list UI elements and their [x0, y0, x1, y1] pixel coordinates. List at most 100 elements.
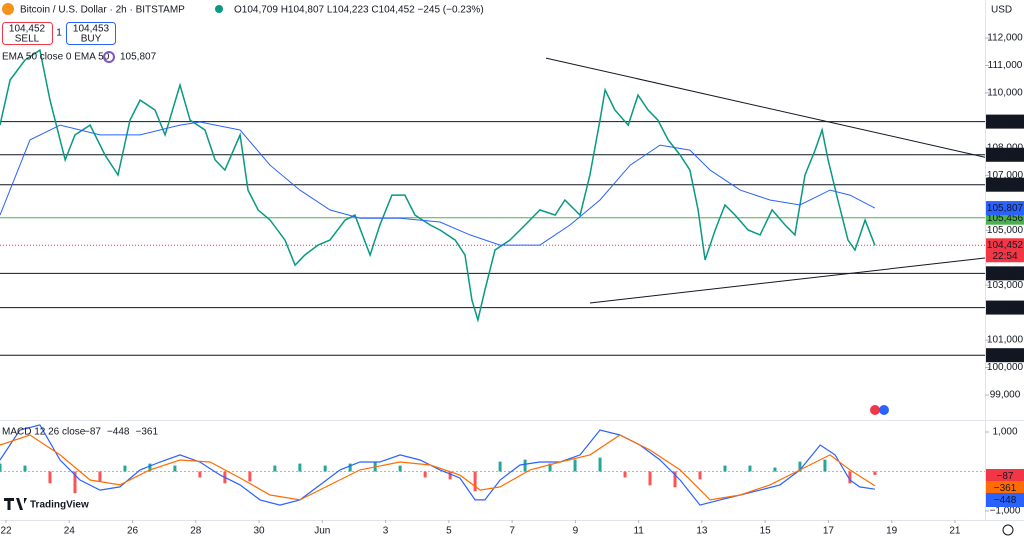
- event-flag[interactable]: [870, 405, 880, 415]
- histogram-bar: [723, 465, 727, 472]
- histogram-bar: [623, 471, 627, 478]
- ema-label-box: [986, 201, 1024, 216]
- histogram-bar: [148, 463, 152, 472]
- last-price-text: 104,452: [987, 240, 1024, 251]
- level-label-text: 100,450: [987, 350, 1024, 361]
- countdown-text: 22:54: [992, 251, 1017, 262]
- indicator-legend: EMA 50 close 0 EMA 50: [2, 52, 110, 63]
- indicator-icon[interactable]: [103, 51, 115, 63]
- x-tick-label: 15: [760, 526, 772, 537]
- level-label-box: [986, 266, 1024, 281]
- trendline: [545, 57, 986, 158]
- macd-legend-value: −448: [107, 427, 130, 438]
- histogram-bar: [348, 463, 352, 472]
- histogram-bar: [548, 463, 552, 472]
- histogram-bar: [173, 465, 177, 472]
- ohlc-values: O104,709 H104,807 L104,223 C104,452 −245…: [234, 5, 484, 16]
- price-line: [0, 48, 876, 323]
- logo: TradingView: [4, 498, 89, 511]
- x-tick-label: 24: [64, 526, 76, 537]
- macd-value-label-box: [986, 481, 1024, 495]
- currency: USD: [991, 5, 1012, 16]
- histogram-bar: [0, 463, 2, 472]
- histogram-bar: [673, 471, 677, 488]
- histogram-bar: [298, 463, 302, 472]
- y-tick-label: 107,000: [987, 170, 1024, 181]
- histogram-bar: [198, 471, 202, 478]
- macd-legend-value: −87: [84, 427, 101, 438]
- x-tick-label: 22: [0, 526, 12, 537]
- histogram-bar: [648, 471, 652, 486]
- y-tick-label: 105,000: [987, 225, 1024, 236]
- x-tick-label: 19: [886, 526, 898, 537]
- y-tick-label: 100,000: [987, 362, 1024, 373]
- ema-line: [0, 121, 876, 246]
- histogram-bar: [573, 459, 577, 472]
- level-label-text: 107,748: [987, 150, 1024, 161]
- histogram-bar: [98, 471, 102, 482]
- y-tick-label: 103,000: [987, 280, 1024, 291]
- macd-value-label-text: −361: [994, 483, 1017, 494]
- histogram-bar: [473, 471, 477, 492]
- y-tick-label: 1,000: [992, 427, 1017, 438]
- x-tick-label: 13: [696, 526, 708, 537]
- level-label-box: [986, 114, 1024, 129]
- histogram-bar: [123, 465, 127, 472]
- overlay: Bitcoin / U.S. Dollar · 2h · BITSTAMP O1…: [2, 3, 1014, 536]
- x-tick-label: 5: [446, 526, 452, 537]
- histogram-bar: [848, 471, 852, 484]
- level-label-text: 105,456: [987, 213, 1024, 224]
- settings-icon[interactable]: [1002, 524, 1014, 536]
- histogram-bar: [873, 471, 877, 475]
- histogram-bar: [448, 471, 452, 480]
- logo-mark: [4, 498, 27, 510]
- x-tick-label: 21: [949, 526, 961, 537]
- histogram-bar: [248, 471, 252, 482]
- macd-value-label-text: −87: [997, 471, 1014, 482]
- histogram-bar: [398, 465, 402, 472]
- y-tick-label: 111,000: [988, 60, 1023, 71]
- trendline: [589, 257, 986, 304]
- y-tick-label: 110,000: [987, 88, 1023, 99]
- buy-button[interactable]: [66, 22, 116, 45]
- histogram-bar: [273, 465, 277, 472]
- x-tick-label: Jun: [314, 526, 330, 537]
- last-price-box: [986, 238, 1024, 263]
- level-label-text: 103,431: [987, 268, 1024, 279]
- level-label-box: [986, 177, 1024, 192]
- level-label-box: [986, 348, 1024, 363]
- x-tick-label: 7: [509, 526, 515, 537]
- logo-text: TradingView: [30, 500, 89, 511]
- macd-legend: MACD 12 26 close: [2, 427, 86, 438]
- histogram-bar: [48, 471, 52, 484]
- signal-line: [0, 434, 876, 501]
- histogram-bar: [748, 465, 752, 472]
- ema-label-text: 105,807: [987, 203, 1024, 214]
- sell-button[interactable]: [2, 22, 53, 45]
- histogram-bar: [773, 467, 777, 472]
- sell-text: SELL: [15, 34, 40, 45]
- histogram-bar: [523, 459, 527, 472]
- histogram-bar: [23, 465, 27, 472]
- level-label-text: 108,956: [987, 117, 1024, 128]
- histogram-bar: [823, 459, 827, 472]
- x-tick-label: 17: [823, 526, 835, 537]
- macd-legend-value: −361: [136, 427, 159, 438]
- y-tick-label: −1,000: [990, 506, 1021, 517]
- buy-price: 104,453: [73, 24, 110, 35]
- sell-price: 104,452: [9, 24, 46, 35]
- symbol-title: Bitcoin / U.S. Dollar · 2h · BITSTAMP: [20, 5, 185, 16]
- market-status: [215, 5, 223, 13]
- spread: 1: [56, 28, 62, 39]
- event-flag[interactable]: [879, 405, 889, 415]
- x-tick-label: 9: [573, 526, 579, 537]
- histogram-bar: [698, 471, 702, 480]
- histogram-bar: [598, 457, 602, 472]
- y-tick-label: 112,000: [987, 33, 1023, 44]
- histogram-bar: [798, 461, 802, 472]
- macd-value-label-text: −448: [994, 495, 1017, 506]
- level-label-text: 102,184: [987, 303, 1024, 314]
- level-label-box: [986, 147, 1024, 162]
- histogram-bar: [323, 465, 327, 472]
